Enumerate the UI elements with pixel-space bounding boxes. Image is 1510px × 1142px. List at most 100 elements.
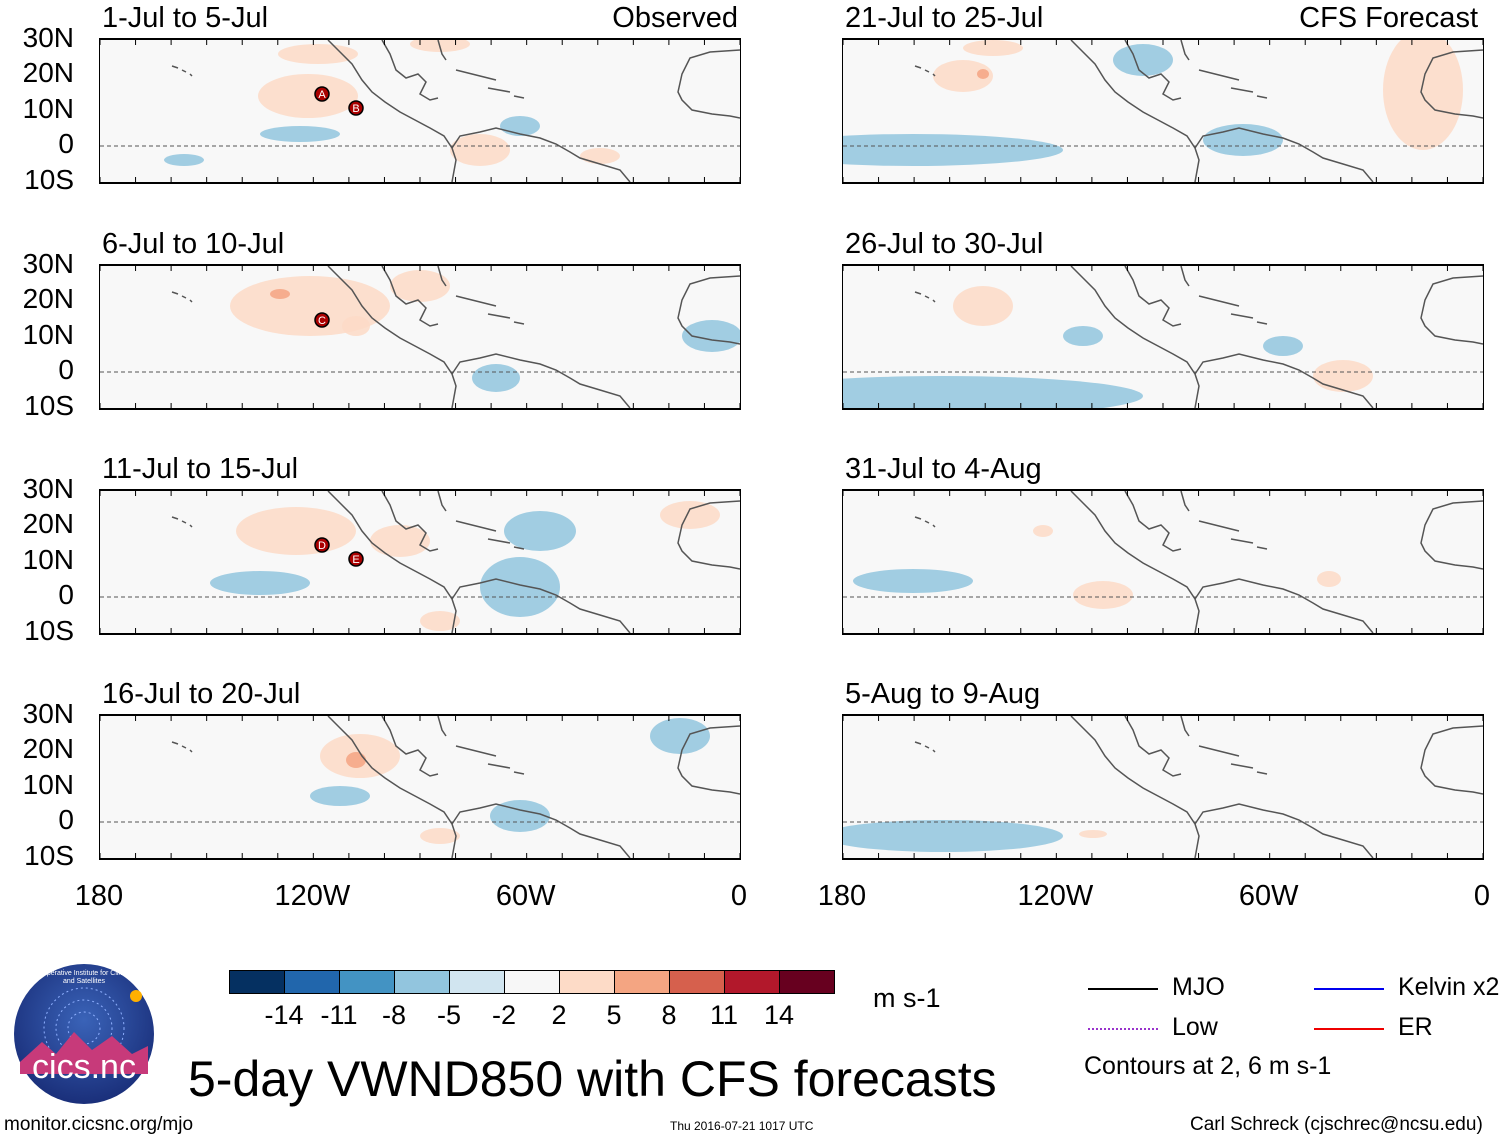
coastline (914, 65, 936, 77)
wind-anomaly-area (843, 820, 1063, 852)
coastline (677, 725, 740, 795)
colorbar-swatch (285, 971, 340, 993)
coastline (1194, 578, 1374, 633)
wind-anomaly-area (843, 134, 1063, 166)
wind-anomaly-area (420, 828, 460, 844)
panel-title: 5-Aug to 9-Aug (845, 678, 1041, 710)
coastline (1420, 275, 1483, 345)
map-panel (842, 489, 1484, 635)
map-canvas (100, 716, 740, 858)
coastline (1180, 716, 1268, 775)
legend-line (1088, 1028, 1158, 1030)
wind-anomaly-area (650, 718, 710, 754)
latitude-label: 30N (22, 248, 74, 279)
wind-anomaly-area (1063, 326, 1103, 346)
wind-anomaly-area (977, 69, 989, 79)
coastline (677, 275, 740, 345)
footer-timestamp: Thu 2016-07-21 1017 UTC (670, 1119, 814, 1133)
latitude-label: 30N (22, 473, 74, 504)
coastline (1420, 500, 1483, 570)
wind-anomaly-area (1317, 571, 1341, 587)
colorbar-tick-label: -5 (436, 1000, 462, 1030)
colorbar-swatch (230, 971, 285, 993)
coastline (1124, 40, 1182, 101)
colorbar (229, 970, 835, 994)
wind-anomaly-area (346, 752, 366, 768)
wind-anomaly-area (390, 270, 450, 302)
colorbar-tick-label: 14 (763, 1000, 795, 1030)
panel-title: 6-Jul to 10-Jul (102, 228, 285, 260)
contours-note: Contours at 2, 6 m s-1 (1084, 1052, 1332, 1080)
coastline (171, 65, 193, 77)
latitude-label: 10S (24, 390, 74, 421)
logo-text: cics.nc (32, 1048, 136, 1086)
legend-label: ER (1398, 1013, 1433, 1041)
map-panel (842, 38, 1484, 184)
colorbar-units: m s-1 (873, 983, 941, 1013)
colorbar-swatch (505, 971, 560, 993)
coastline (437, 716, 525, 775)
map-panel (99, 714, 741, 860)
coastline (1194, 127, 1374, 182)
legend-label: Kelvin x2 (1398, 973, 1500, 1001)
coastline (171, 741, 193, 753)
storm-marker (348, 100, 364, 116)
cfs-forecast-tag: CFS Forecast (1299, 2, 1478, 34)
cics-logo: cics.nc Cooperative Institute for Climat… (12, 962, 156, 1106)
colorbar-tick-label: -14 (264, 1000, 304, 1030)
wind-anomaly-area (270, 289, 290, 299)
wind-anomaly-area (480, 557, 560, 617)
footer-url[interactable]: monitor.cicsnc.org/mjo (4, 1114, 194, 1135)
legend-line (1314, 988, 1384, 990)
coastline (171, 516, 193, 528)
colorbar-swatch (450, 971, 505, 993)
coastline (1420, 49, 1483, 119)
wind-anomaly-area (660, 501, 720, 529)
map-panel: C (99, 264, 741, 410)
map-canvas (843, 491, 1483, 633)
longitude-label: 60W (1238, 880, 1299, 912)
coastline (1180, 40, 1268, 99)
latitude-label: 0 (58, 804, 74, 835)
colorbar-tick-label: 5 (606, 1000, 622, 1030)
colorbar-swatch (615, 971, 670, 993)
storm-marker (314, 86, 330, 102)
wind-anomaly-area (504, 511, 576, 551)
coastline (451, 353, 631, 408)
wind-anomaly-area (342, 316, 370, 336)
colorbar-swatch (340, 971, 395, 993)
latitude-label: 0 (58, 128, 74, 159)
colorbar-swatch (670, 971, 725, 993)
wind-anomaly-area (1033, 525, 1053, 537)
wind-anomaly-area (278, 44, 358, 64)
colorbar-tick-label: 2 (551, 1000, 567, 1030)
wind-anomaly-area (1113, 44, 1173, 76)
coastline (451, 803, 631, 858)
panel-title: 1-Jul to 5-Jul (102, 2, 269, 34)
latitude-label: 20N (22, 57, 74, 88)
longitude-label: 0 (730, 880, 748, 912)
wind-anomaly-area (450, 134, 510, 166)
coastline (1124, 491, 1182, 552)
legend-label: MJO (1172, 973, 1225, 1001)
wind-anomaly-area (164, 154, 204, 166)
wind-anomaly-area (260, 126, 340, 142)
coastline (677, 500, 740, 570)
colorbar-tick-label: -2 (491, 1000, 517, 1030)
coastline (171, 291, 193, 303)
longitude-label: 180 (817, 880, 867, 912)
latitude-label: 20N (22, 733, 74, 764)
coastline (1180, 491, 1268, 550)
coastline (1420, 725, 1483, 795)
wind-anomaly-area (236, 507, 356, 555)
wind-anomaly-area (490, 800, 550, 832)
longitude-label: 180 (74, 880, 124, 912)
colorbar-tick-label: 8 (661, 1000, 677, 1030)
colorbar-swatch (780, 971, 834, 993)
latitude-label: 20N (22, 283, 74, 314)
wind-anomaly-area (933, 60, 993, 92)
coastline (914, 741, 936, 753)
coastline (381, 266, 439, 327)
wind-anomaly-area (963, 40, 1023, 56)
